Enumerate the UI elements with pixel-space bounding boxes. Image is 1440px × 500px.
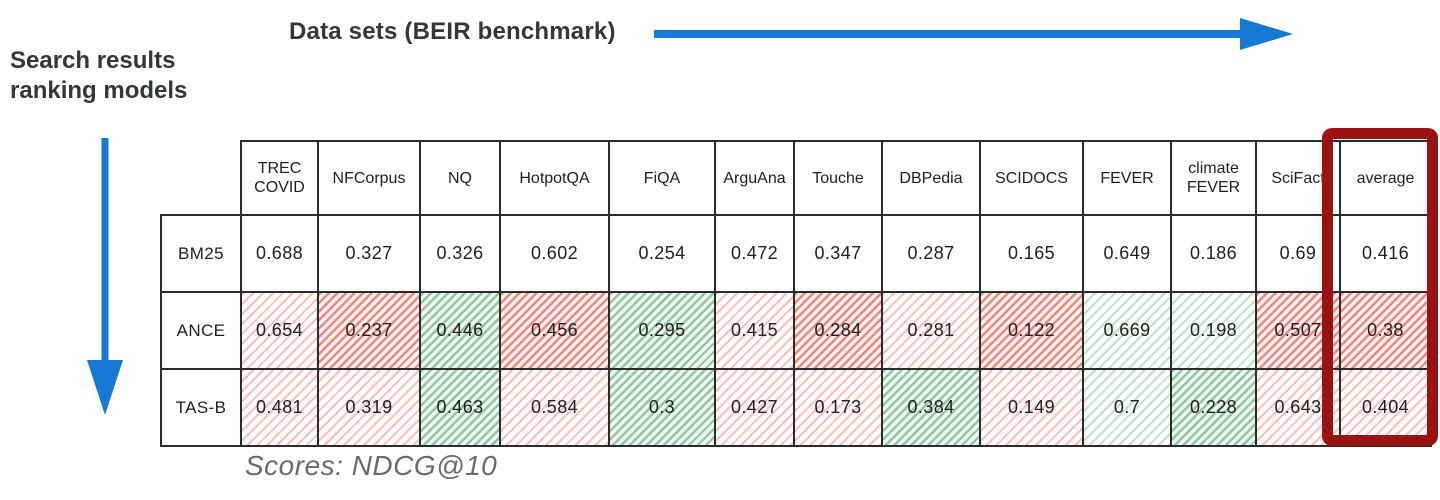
score-cell: 0.122	[979, 291, 1084, 370]
score-cell: 0.237	[317, 291, 421, 370]
table-row-bm25: BM25 0.688 0.327 0.326 0.602 0.254 0.472…	[160, 214, 1432, 293]
score-cell: 0.463	[419, 368, 501, 447]
score-cell-average: 0.416	[1339, 214, 1432, 293]
table-row-ance: ANCE 0.654 0.237 0.446 0.456 0.295 0.415…	[160, 291, 1432, 370]
column-header: NQ	[419, 140, 501, 216]
column-header: SCIDOCS	[979, 140, 1084, 216]
score-cell: 0.654	[240, 291, 319, 370]
datasets-axis-title: Data sets (BEIR benchmark)	[289, 18, 616, 45]
score-cell: 0.165	[979, 214, 1084, 293]
table-row-tasb: TAS-B 0.481 0.319 0.463 0.584 0.3 0.427 …	[160, 368, 1432, 447]
score-cell: 0.507	[1255, 291, 1341, 370]
score-cell: 0.446	[419, 291, 501, 370]
column-header: climate FEVER	[1170, 140, 1257, 216]
column-header: NFCorpus	[317, 140, 421, 216]
row-label: ANCE	[160, 291, 242, 370]
models-axis-title: Search results ranking models	[10, 46, 187, 106]
score-cell: 0.319	[317, 368, 421, 447]
score-cell: 0.415	[714, 291, 795, 370]
score-cell: 0.173	[793, 368, 883, 447]
score-cell: 0.228	[1170, 368, 1257, 447]
score-cell: 0.186	[1170, 214, 1257, 293]
score-cell: 0.584	[499, 368, 610, 447]
column-header: FiQA	[608, 140, 716, 216]
score-cell: 0.456	[499, 291, 610, 370]
score-cell: 0.284	[793, 291, 883, 370]
models-axis-title-line1: Search results	[10, 47, 176, 74]
score-cell: 0.254	[608, 214, 716, 293]
benchmark-table: TREC COVID NFCorpus NQ HotpotQA FiQA Arg…	[160, 140, 1432, 447]
score-cell: 0.427	[714, 368, 795, 447]
score-cell: 0.347	[793, 214, 883, 293]
column-header: DBPedia	[881, 140, 981, 216]
column-header: HotpotQA	[499, 140, 610, 216]
score-cell: 0.7	[1082, 368, 1172, 447]
score-cell: 0.643	[1255, 368, 1341, 447]
column-header: FEVER	[1082, 140, 1172, 216]
score-cell: 0.327	[317, 214, 421, 293]
datasets-direction-arrow-icon	[654, 18, 1293, 50]
column-header: TREC COVID	[240, 140, 319, 216]
column-header: ArguAna	[714, 140, 795, 216]
score-cell: 0.649	[1082, 214, 1172, 293]
column-header: Touche	[793, 140, 883, 216]
corner-cell	[161, 141, 241, 215]
score-cell: 0.669	[1082, 291, 1172, 370]
column-header-average: average	[1339, 140, 1432, 216]
score-cell-average: 0.38	[1339, 291, 1432, 370]
score-cell-average: 0.404	[1339, 368, 1432, 447]
header-row: TREC COVID NFCorpus NQ HotpotQA FiQA Arg…	[161, 140, 1432, 216]
row-label: TAS-B	[160, 368, 242, 447]
score-cell: 0.602	[499, 214, 610, 293]
score-cell: 0.295	[608, 291, 716, 370]
score-cell: 0.3	[608, 368, 716, 447]
score-cell: 0.326	[419, 214, 501, 293]
row-label: BM25	[160, 214, 242, 293]
models-axis-title-line2: ranking models	[10, 77, 188, 104]
score-cell: 0.384	[881, 368, 981, 447]
column-header: SciFact	[1255, 140, 1341, 216]
score-cell: 0.69	[1255, 214, 1341, 293]
score-cell: 0.198	[1170, 291, 1257, 370]
scores-caption: Scores: NDCG@10	[245, 450, 498, 481]
models-direction-arrow-icon	[87, 138, 123, 415]
score-cell: 0.481	[240, 368, 319, 447]
score-cell: 0.472	[714, 214, 795, 293]
score-cell: 0.149	[979, 368, 1084, 447]
score-cell: 0.688	[240, 214, 319, 293]
score-cell: 0.287	[881, 214, 981, 293]
score-cell: 0.281	[881, 291, 981, 370]
